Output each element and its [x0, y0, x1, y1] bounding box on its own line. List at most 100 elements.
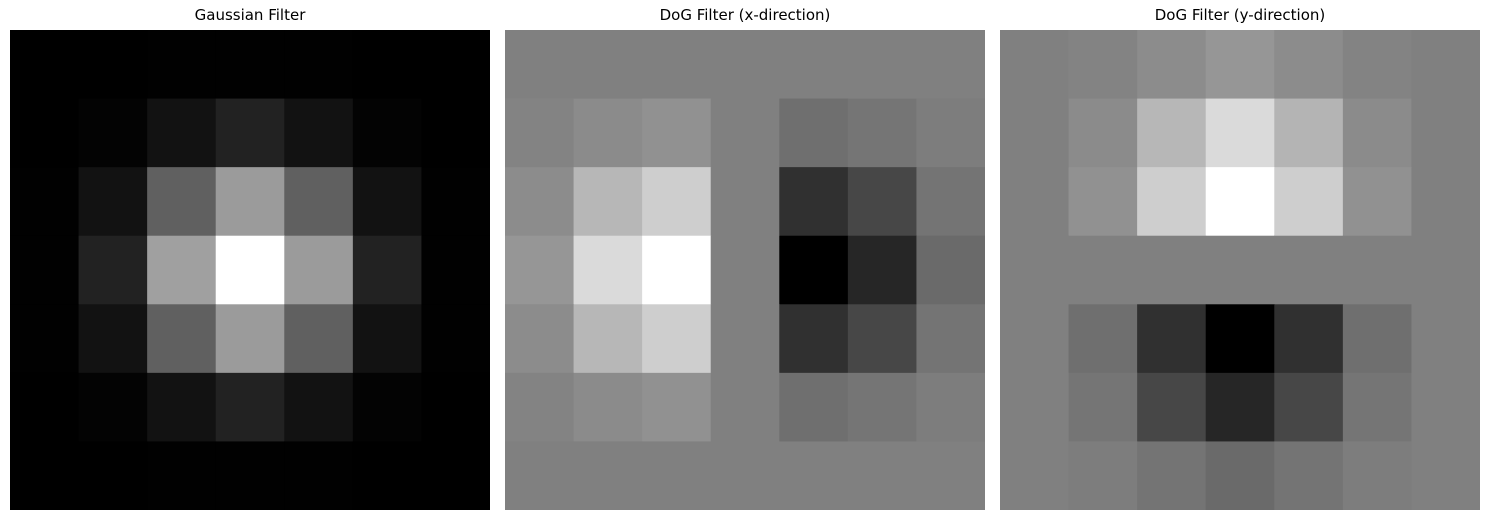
heatmap-cell-r5-c3	[1205, 372, 1275, 442]
heatmap-cell-r2-c6	[421, 167, 490, 237]
heatmap-cell-r0-c5	[1342, 30, 1412, 100]
heatmap-cell-r5-c6	[916, 372, 985, 442]
heatmap-cell-r5-c1	[573, 372, 643, 442]
heatmap-cell-r0-c4	[1274, 30, 1344, 100]
heatmap-cell-r4-c2	[147, 304, 217, 374]
heatmap-cell-r3-c5	[847, 235, 917, 305]
heatmap-cell-r5-c2	[147, 372, 217, 442]
heatmap-cell-r5-c3	[215, 372, 285, 442]
heatmap-cell-r3-c5	[1342, 235, 1412, 305]
heatmap-cell-r5-c1	[1068, 372, 1138, 442]
heatmap-cell-r3-c1	[78, 235, 148, 305]
heatmap-cell-r2-c2	[1137, 167, 1207, 237]
heatmap-cell-r1-c5	[1342, 98, 1412, 168]
heatmap-cell-r2-c6	[916, 167, 985, 237]
heatmap-cell-r6-c6	[421, 441, 490, 510]
heatmap-cell-r3-c2	[1137, 235, 1207, 305]
heatmap-cell-r6-c1	[573, 441, 643, 510]
heatmap-cell-r4-c3	[710, 304, 780, 374]
heatmap-cell-r6-c3	[1205, 441, 1275, 510]
heatmap-cell-r3-c0	[505, 235, 575, 305]
heatmap-cell-r6-c5	[352, 441, 422, 510]
heatmap-cell-r1-c3	[1205, 98, 1275, 168]
heatmap-cell-r5-c6	[421, 372, 490, 442]
heatmap-cell-r4-c1	[78, 304, 148, 374]
panel-dog-x: DoG Filter (x-direction)	[505, 0, 985, 520]
heatmap-cell-r4-c4	[779, 304, 849, 374]
heatmap-cell-r5-c4	[284, 372, 354, 442]
heatmap-cell-r0-c2	[147, 30, 217, 100]
heatmap-cell-r0-c0	[505, 30, 575, 100]
chart-title-dog-y: DoG Filter (y-direction)	[1154, 6, 1326, 24]
heatmap-cell-r2-c4	[284, 167, 354, 237]
heatmap-cell-r1-c2	[147, 98, 217, 168]
heatmap-cell-r3-c6	[1411, 235, 1480, 305]
panel-dog-y: DoG Filter (y-direction)	[1000, 0, 1480, 520]
heatmap-cell-r1-c6	[916, 98, 985, 168]
heatmap-cell-r1-c6	[421, 98, 490, 168]
heatmap-cell-r6-c0	[10, 441, 80, 510]
heatmap-cell-r2-c3	[1205, 167, 1275, 237]
heatmap-cell-r3-c3	[215, 235, 285, 305]
heatmap-cell-r1-c4	[284, 98, 354, 168]
heatmap-cell-r6-c3	[710, 441, 780, 510]
chart-title-dog-x: DoG Filter (x-direction)	[659, 6, 831, 24]
heatmap-cell-r0-c5	[352, 30, 422, 100]
heatmap-cell-r4-c5	[1342, 304, 1412, 374]
heatmap-cell-r6-c4	[779, 441, 849, 510]
heatmap-cell-r2-c6	[1411, 167, 1480, 237]
heatmap-cell-r4-c3	[1205, 304, 1275, 374]
heatmap-cell-r3-c1	[1068, 235, 1138, 305]
heatmap-cell-r2-c3	[710, 167, 780, 237]
heatmap-cell-r4-c4	[284, 304, 354, 374]
heatmap-cell-r0-c0	[1000, 30, 1070, 100]
heatmap-cell-r0-c0	[10, 30, 80, 100]
heatmap-cell-r1-c6	[1411, 98, 1480, 168]
heatmap-cell-r0-c2	[642, 30, 712, 100]
heatmap-cell-r3-c2	[147, 235, 217, 305]
heatmap-cell-r3-c6	[916, 235, 985, 305]
heatmap-cell-r1-c2	[642, 98, 712, 168]
heatmap-cell-r4-c6	[421, 304, 490, 374]
heatmap-cell-r6-c0	[505, 441, 575, 510]
heatmap-cell-r5-c5	[1342, 372, 1412, 442]
heatmap-cell-r6-c6	[916, 441, 985, 510]
heatmap-cell-r6-c5	[1342, 441, 1412, 510]
heatmap-cell-r2-c0	[505, 167, 575, 237]
heatmap-cell-r1-c0	[10, 98, 80, 168]
heatmap-cell-r4-c0	[10, 304, 80, 374]
heatmap-cell-r3-c4	[1274, 235, 1344, 305]
heatmap-cell-r0-c4	[284, 30, 354, 100]
heatmap-cell-r0-c3	[1205, 30, 1275, 100]
heatmap-cell-r6-c5	[847, 441, 917, 510]
heatmap-cell-r0-c6	[916, 30, 985, 100]
heatmap-cell-r6-c1	[1068, 441, 1138, 510]
heatmap-cell-r5-c2	[1137, 372, 1207, 442]
heatmap-cell-r4-c5	[847, 304, 917, 374]
heatmap-cell-r2-c2	[147, 167, 217, 237]
heatmap-cell-r6-c2	[642, 441, 712, 510]
heatmap-cell-r5-c0	[505, 372, 575, 442]
heatmap-cell-r4-c3	[215, 304, 285, 374]
heatmap-cell-r2-c5	[847, 167, 917, 237]
heatmap-cell-r1-c1	[78, 98, 148, 168]
heatmap-cell-r5-c5	[352, 372, 422, 442]
heatmap-cell-r6-c6	[1411, 441, 1480, 510]
heatmap-cell-r2-c5	[352, 167, 422, 237]
heatmap-cell-r4-c6	[916, 304, 985, 374]
heatmap-cell-r0-c2	[1137, 30, 1207, 100]
heatmap-dog-x	[505, 30, 985, 510]
heatmap-cell-r4-c0	[1000, 304, 1070, 374]
heatmap-cell-r1-c4	[1274, 98, 1344, 168]
heatmap-cell-r1-c2	[1137, 98, 1207, 168]
heatmap-cell-r5-c6	[1411, 372, 1480, 442]
heatmap-cell-r3-c0	[1000, 235, 1070, 305]
heatmap-cell-r5-c1	[78, 372, 148, 442]
heatmap-cell-r3-c2	[642, 235, 712, 305]
heatmap-cell-r0-c5	[847, 30, 917, 100]
heatmap-cell-r3-c0	[10, 235, 80, 305]
heatmap-cell-r6-c4	[284, 441, 354, 510]
heatmap-cell-r5-c0	[1000, 372, 1070, 442]
heatmap-cell-r5-c4	[1274, 372, 1344, 442]
heatmap-cell-r6-c2	[147, 441, 217, 510]
